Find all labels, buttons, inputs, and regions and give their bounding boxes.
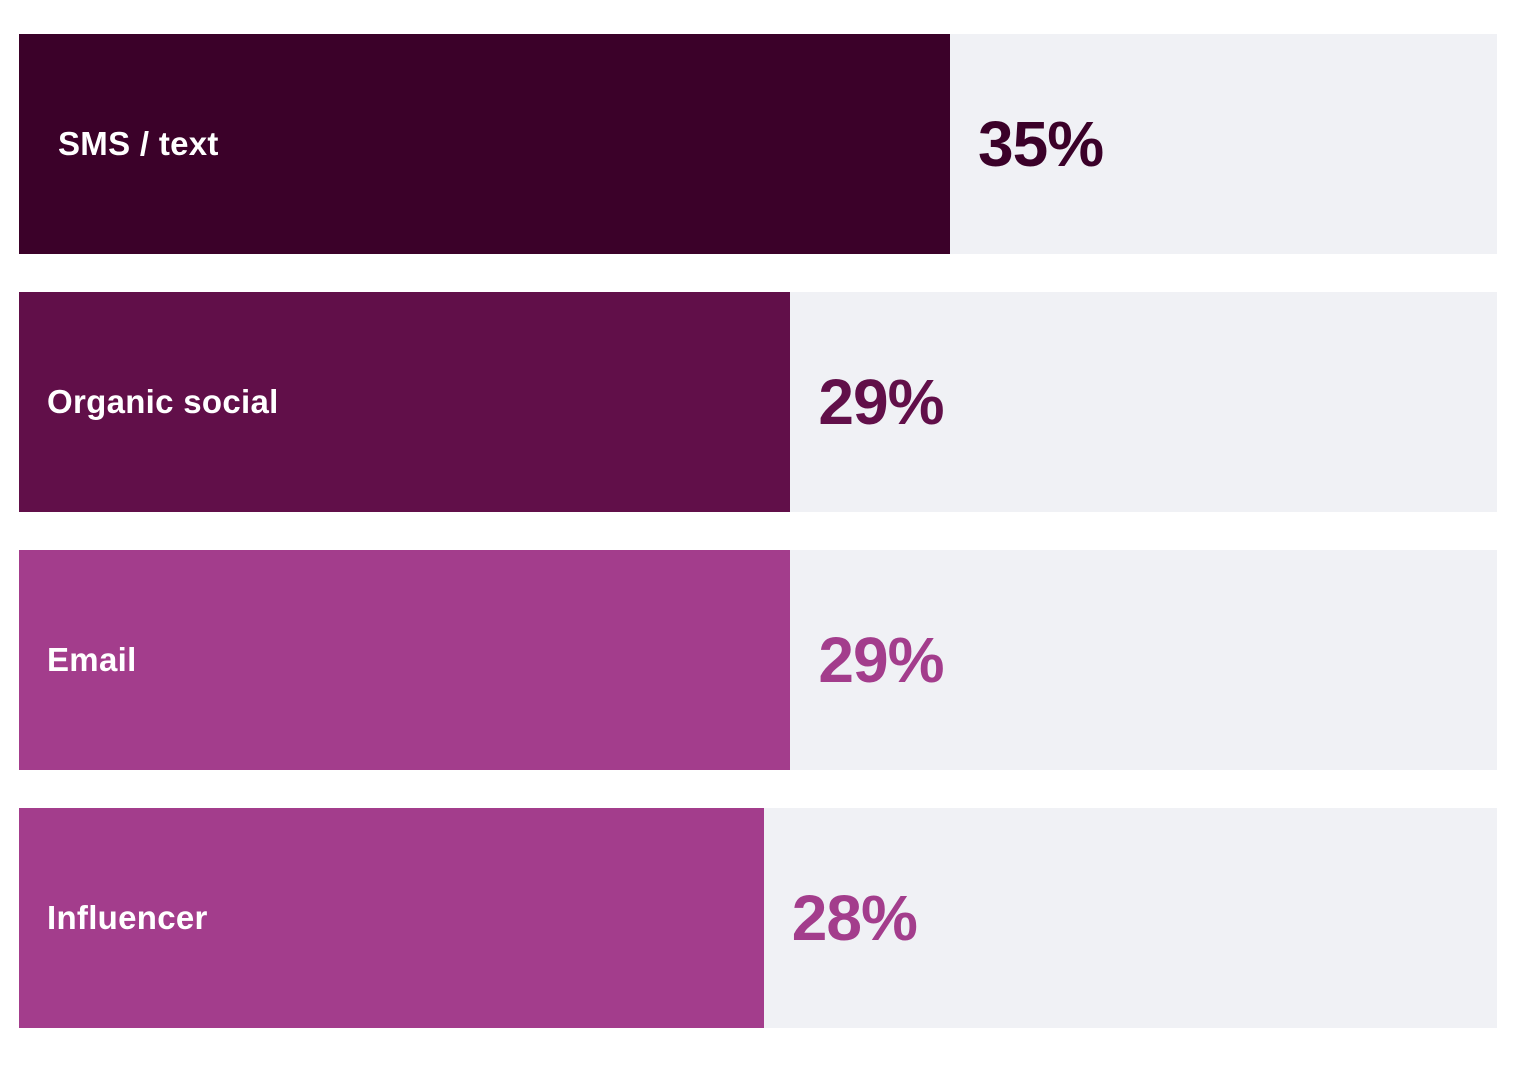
value-label: 29% [818,624,944,696]
bar: SMS / text [19,34,950,254]
bar: Email [19,550,791,770]
bar-row: Email 29% [19,550,1497,770]
bar-row: Influencer 28% [19,808,1497,1028]
category-label: Organic social [47,383,279,420]
value-label: 29% [818,366,944,438]
bar-chart: SMS / text 35% Organic social 29% Email 29% In… [19,34,1497,1066]
category-label: Email [47,641,137,678]
bar-row: SMS / text 35% [19,34,1497,254]
value-label: 35% [978,108,1104,180]
bar: Organic social [19,292,791,512]
category-label: Influencer [47,899,208,936]
category-label: SMS / text [58,125,219,162]
bar: Influencer [19,808,764,1028]
value-label: 28% [791,882,918,954]
bar-row: Organic social 29% [19,292,1497,512]
